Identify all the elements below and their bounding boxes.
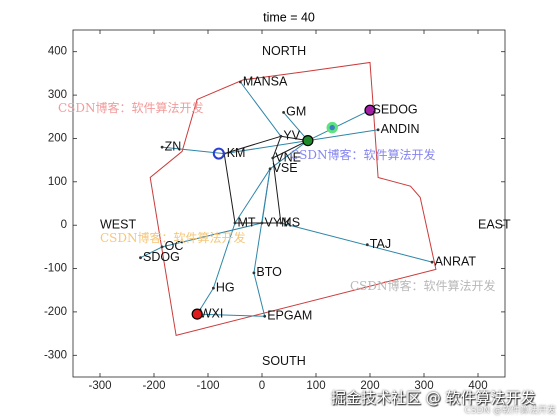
edge-line bbox=[224, 135, 282, 155]
markers-layer bbox=[191, 104, 376, 320]
y-tick-label: 200 bbox=[48, 132, 67, 144]
node-dot bbox=[268, 167, 272, 171]
y-tick-label: 400 bbox=[48, 46, 67, 58]
node-dot bbox=[160, 145, 164, 149]
y-tick-label: -200 bbox=[44, 306, 67, 318]
position-marker bbox=[326, 121, 338, 134]
node-label: MT bbox=[238, 215, 256, 229]
node-label: YV bbox=[283, 129, 300, 143]
y-tick-label: 0 bbox=[61, 219, 67, 231]
node-label: ANDIN bbox=[381, 122, 420, 136]
edge-line bbox=[224, 140, 308, 155]
edge-line bbox=[253, 272, 266, 317]
compass-label: NORTH bbox=[262, 44, 306, 58]
node-dot bbox=[239, 80, 242, 84]
node-dot bbox=[279, 221, 283, 225]
edge-line bbox=[161, 222, 263, 248]
node-dot bbox=[365, 243, 369, 247]
boundary-layer bbox=[149, 61, 437, 337]
edge-line bbox=[283, 112, 309, 141]
axes-background bbox=[73, 30, 505, 377]
y-tick-label: 100 bbox=[48, 176, 67, 188]
compass-label: EAST bbox=[478, 217, 511, 231]
edge-line bbox=[140, 246, 163, 259]
node-label: ZN bbox=[165, 139, 182, 153]
edge-line bbox=[280, 222, 433, 263]
edge-line bbox=[239, 81, 282, 137]
x-tick-label: 100 bbox=[306, 380, 325, 392]
node-dot bbox=[160, 245, 164, 249]
watermark-text: CSDN博客：软件算法开发 bbox=[58, 101, 204, 115]
node-dot bbox=[233, 221, 237, 225]
edge-line bbox=[212, 222, 236, 289]
x-tick-label: 200 bbox=[360, 380, 379, 392]
edge-line bbox=[307, 129, 379, 142]
node-dot bbox=[139, 256, 142, 260]
node-label: SDOG bbox=[143, 250, 180, 264]
axes-layer: -300 -200 -100 0 100 200 300 400 -300 -200 -100 0 10… bbox=[44, 29, 506, 392]
footer-watermark: 掘金技术社区 @ 软件算法开发 bbox=[331, 389, 536, 407]
node-dot bbox=[252, 271, 256, 275]
edge-line bbox=[197, 313, 265, 317]
node-label: MANSA bbox=[243, 74, 288, 88]
chart-title: time = 40 bbox=[263, 10, 315, 24]
watermark-text: CSDN博客：软件算法开发 bbox=[350, 279, 496, 293]
x-tick-label: 300 bbox=[414, 380, 433, 392]
edge-line bbox=[272, 136, 282, 159]
node-label: VNE bbox=[275, 150, 301, 164]
node-dot bbox=[430, 260, 434, 264]
edges-layer bbox=[140, 81, 433, 317]
node-label: WXI bbox=[200, 306, 224, 320]
node-label: ANRAT bbox=[435, 254, 477, 268]
edge-line bbox=[272, 140, 309, 159]
position-marker bbox=[212, 147, 225, 160]
compass-label: WEST bbox=[100, 217, 136, 231]
x-tick-label: 0 bbox=[259, 380, 265, 392]
position-marker bbox=[364, 104, 376, 116]
node-dot bbox=[263, 314, 267, 318]
x-tick-label: -300 bbox=[88, 380, 111, 392]
node-label: SEDOG bbox=[373, 102, 418, 116]
edge-line bbox=[272, 157, 282, 224]
node-label: KM bbox=[227, 146, 246, 160]
y-tick-label: 300 bbox=[48, 89, 67, 101]
node-dot bbox=[260, 221, 264, 225]
axes-box bbox=[72, 29, 506, 378]
footer-watermark-sub: CSDN @软件算法开发 bbox=[464, 406, 556, 416]
node-label: BTO bbox=[256, 265, 282, 279]
edge-line bbox=[307, 109, 371, 142]
node-label: VYM bbox=[265, 215, 292, 229]
position-marker bbox=[302, 135, 314, 147]
node-label: VSE bbox=[273, 161, 298, 175]
y-tick-label: -100 bbox=[44, 263, 67, 275]
node-dot bbox=[271, 156, 275, 160]
node-label: KS bbox=[283, 215, 300, 229]
watermark-text: CSDN博客：软件算法开发 bbox=[100, 231, 246, 245]
x-tick-label: 400 bbox=[468, 380, 487, 392]
node-label: GM bbox=[286, 105, 306, 119]
node-dot bbox=[212, 286, 215, 290]
node-label: OC bbox=[165, 239, 184, 253]
node-label: EPGAM bbox=[267, 309, 312, 323]
y-tick-label: -300 bbox=[44, 349, 67, 361]
x-tick-label: -200 bbox=[142, 380, 165, 392]
node-dot bbox=[282, 111, 285, 114]
node-dot bbox=[279, 134, 283, 138]
compass-label: SOUTH bbox=[262, 354, 306, 368]
watermark-text: CSDN博客：软件算法开发 bbox=[290, 148, 436, 162]
edge-line bbox=[253, 168, 271, 273]
edge-line bbox=[269, 140, 309, 170]
node-dot bbox=[376, 128, 380, 132]
node-label: TAJ bbox=[370, 237, 391, 251]
x-tick-label: -100 bbox=[196, 380, 219, 392]
edge-line bbox=[234, 168, 271, 224]
edge-line bbox=[223, 153, 236, 224]
position-marker bbox=[191, 308, 203, 320]
boundary-polygon bbox=[149, 61, 437, 337]
node-label: HG bbox=[216, 280, 235, 294]
